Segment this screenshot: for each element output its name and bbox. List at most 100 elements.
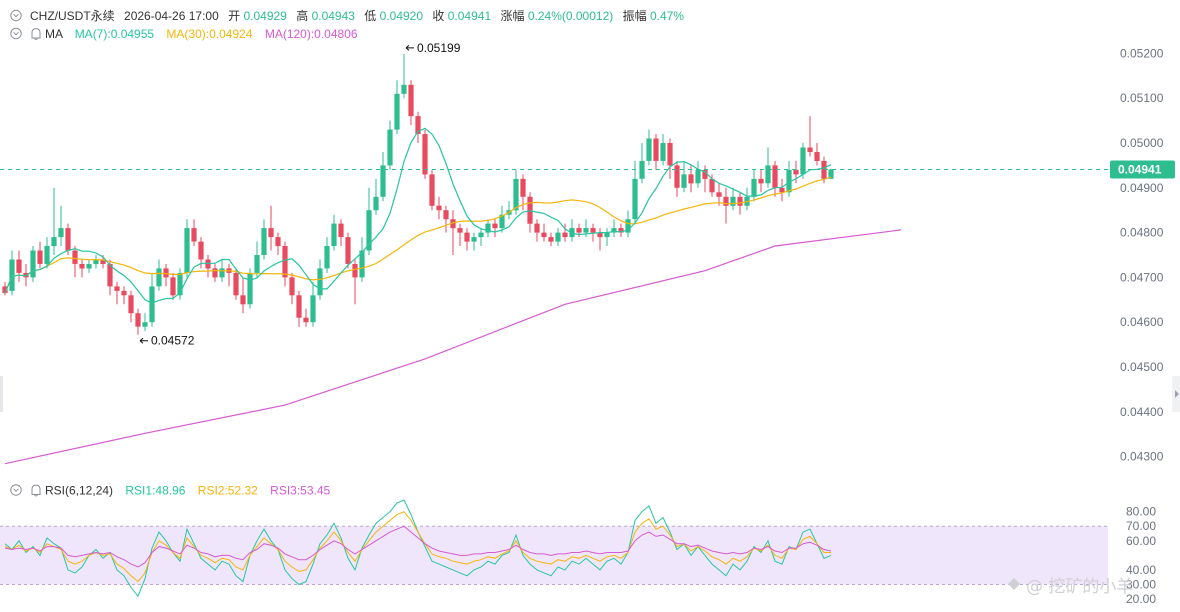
candle	[492, 219, 498, 238]
candle	[65, 223, 71, 255]
candle	[205, 255, 211, 278]
candle-body	[793, 169, 799, 175]
candle-body	[457, 228, 463, 233]
ma7-line	[4, 127, 832, 304]
candle-body	[590, 228, 596, 233]
svg-text:RSI(6,12,24) RSI1:48.96: RSI(6,12,24) RSI1:48.96 RSI2:52.32 RSI3:…	[45, 484, 331, 498]
candle-body	[548, 237, 554, 242]
candle	[562, 223, 568, 242]
candle-body	[163, 268, 169, 278]
watermark-text: @ 挖矿的小羊	[1026, 577, 1133, 597]
candle	[667, 138, 673, 179]
candle-body	[394, 93, 400, 130]
marker-arrow-icon	[405, 45, 414, 51]
close-label: 收	[432, 9, 444, 23]
candle-body	[464, 232, 470, 242]
candle-body	[716, 192, 722, 197]
expand-arrow-icon[interactable]	[1175, 390, 1179, 398]
candle-body	[401, 84, 407, 94]
candle-datetime: 2026-04-26 17:00	[124, 9, 219, 23]
candle	[660, 134, 666, 166]
candle-body	[247, 272, 253, 305]
amplitude-value: 0.47%	[650, 9, 684, 23]
candle	[142, 313, 148, 332]
candle	[730, 187, 736, 211]
candle	[240, 277, 246, 314]
candle	[128, 290, 134, 323]
candle	[618, 223, 624, 238]
candle-body	[275, 237, 281, 247]
candle	[44, 237, 50, 269]
candle-body	[555, 232, 561, 242]
svg-text:MA MA(7):0.04955 M: MA MA(7):0.04955 MA(30):0.04924 MA(120):…	[45, 27, 358, 41]
candle	[800, 143, 806, 179]
rsi-axis-tick-5: 20.00	[1126, 592, 1156, 606]
current-price-tag	[1110, 160, 1175, 179]
high-value: 0.04943	[312, 9, 356, 23]
candle-body	[37, 250, 43, 264]
collapse-icon[interactable]	[10, 9, 22, 22]
svg-text:CHZ/USDT永续 2026-04-26 17: CHZ/USDT永续 2026-04-26 17:00 开 0.04929 高 …	[30, 8, 684, 23]
high-marker-value: 0.05199	[417, 41, 461, 55]
candle-body	[443, 210, 449, 220]
candle	[9, 250, 15, 296]
candle-body	[359, 250, 365, 278]
candle-body	[807, 147, 813, 152]
candle	[324, 237, 330, 273]
candle-body	[415, 116, 421, 134]
candle-body	[282, 246, 288, 278]
candle	[331, 214, 337, 251]
collapse-chevron	[13, 488, 19, 492]
candle-body	[695, 169, 701, 184]
candle	[247, 268, 253, 309]
collapse-icon[interactable]	[10, 484, 22, 496]
alert-bell-icon[interactable]	[31, 28, 41, 40]
candle-body	[289, 277, 295, 296]
candle-body	[86, 264, 92, 269]
candle-body	[513, 178, 519, 211]
candle	[37, 241, 43, 269]
alert-bell-icon[interactable]	[31, 484, 41, 497]
candle	[828, 168, 834, 179]
candle-body	[212, 268, 218, 278]
candle	[716, 183, 722, 206]
candle-body	[373, 196, 379, 211]
candle-body	[576, 228, 582, 233]
collapse-chevron	[13, 31, 19, 36]
candle-body	[79, 264, 85, 269]
price-axis-tick-7: 0.04500	[1120, 360, 1164, 374]
left-scroll-handle[interactable]	[0, 376, 3, 412]
candle	[499, 205, 505, 233]
candle	[373, 178, 379, 215]
candle-body	[737, 196, 743, 206]
candle-body	[352, 264, 358, 278]
candle-body	[296, 295, 302, 318]
candle	[261, 219, 267, 260]
candle-body	[380, 165, 386, 197]
candle-body	[184, 228, 190, 273]
candle-body	[128, 295, 134, 314]
price-axis-tick-6: 0.04600	[1120, 315, 1164, 329]
candle	[394, 80, 400, 135]
candle	[422, 129, 428, 179]
candle-body	[240, 295, 246, 305]
candle	[254, 241, 260, 278]
candle	[555, 228, 561, 246]
candle-body	[667, 143, 673, 166]
candle	[807, 116, 813, 157]
candle-body	[170, 277, 176, 296]
candle-body	[520, 178, 526, 197]
price-pane[interactable]: 0.05200 0.05100 0.05000 0.04900 0.04800 0.047…	[2, 41, 1164, 465]
candle	[191, 219, 197, 246]
candle	[653, 134, 659, 170]
candle	[114, 281, 120, 305]
collapse-icon[interactable]	[10, 27, 22, 40]
change-value: 0.24%(0.00012)	[528, 9, 613, 23]
change-label: 涨幅	[500, 8, 524, 23]
candle	[156, 259, 162, 291]
candle-body	[51, 237, 57, 247]
candle-body	[254, 255, 260, 273]
rsi-line-2	[4, 511, 831, 583]
